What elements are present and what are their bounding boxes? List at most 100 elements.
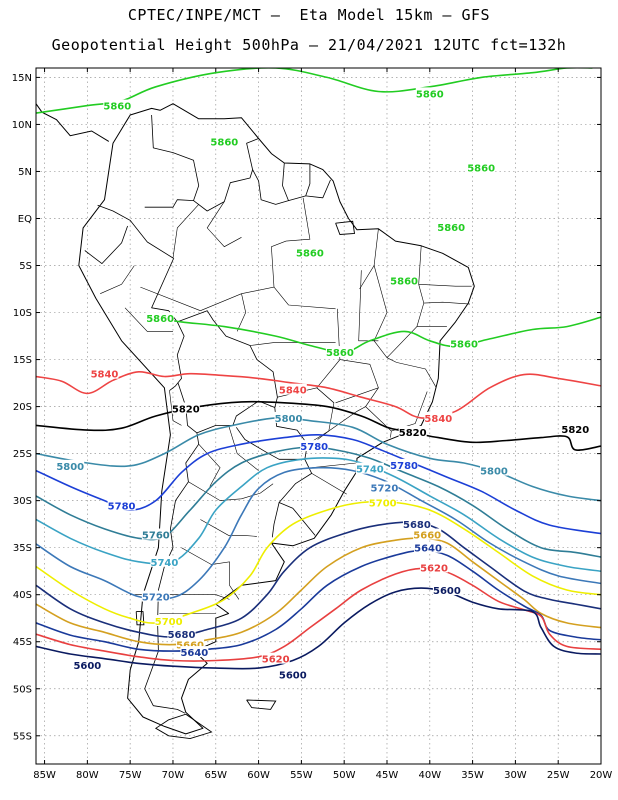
country-border xyxy=(278,459,316,536)
contour-line-5820 xyxy=(36,400,601,451)
contour-label-bg xyxy=(325,346,354,358)
state-border xyxy=(140,286,201,311)
contour-label: 5700 xyxy=(369,499,397,510)
contour-line-5740 xyxy=(36,457,601,572)
state-border xyxy=(423,301,471,305)
state-border xyxy=(124,307,173,332)
state-border xyxy=(228,425,259,471)
contour-label-bg xyxy=(210,135,239,147)
lat-tick-label: 5S xyxy=(19,261,32,272)
state-border xyxy=(365,391,428,432)
state-border xyxy=(100,265,135,294)
contour-label: 5640 xyxy=(180,648,208,659)
contour-label-bg xyxy=(414,541,443,553)
contour-line-5720 xyxy=(36,466,601,600)
lat-tick-label: 35S xyxy=(13,543,32,554)
state-border xyxy=(373,265,425,359)
state-border xyxy=(172,204,199,259)
lon-tick-label: 85W xyxy=(33,770,56,781)
contour-label: 5820 xyxy=(172,404,200,415)
contour-label: 5860 xyxy=(296,248,324,259)
country-border xyxy=(144,114,200,208)
contour-label-bg xyxy=(180,646,209,658)
lat-tick-label: 40S xyxy=(13,590,32,601)
lon-tick-label: 50W xyxy=(333,770,356,781)
contour-label-bg xyxy=(420,561,449,573)
contour-line-5800 xyxy=(36,416,601,502)
contour-label-bg xyxy=(300,440,329,452)
state-border xyxy=(359,228,379,290)
contour-label-bg xyxy=(176,638,205,650)
country-border xyxy=(282,162,311,202)
contour-label: 5600 xyxy=(433,586,461,597)
country-border xyxy=(193,169,253,212)
lon-tick-label: 80W xyxy=(76,770,99,781)
contour-label: 5860 xyxy=(416,89,444,100)
lon-tick-label: 20W xyxy=(590,770,613,781)
country-border xyxy=(246,138,259,170)
contour-label-bg xyxy=(415,87,444,99)
lon-tick-label: 35W xyxy=(461,770,484,781)
lat-tick-label: 10N xyxy=(12,120,32,131)
south-america-coastline xyxy=(78,103,475,735)
contour-label-bg xyxy=(278,383,307,395)
contour-labels: 5860 5860 5860 5860 5860 5860 5860 5860 5860 5860… xyxy=(56,87,590,682)
contour-label: 5840 xyxy=(279,386,307,397)
contour-label: 5860 xyxy=(326,348,354,359)
contour-label-bg xyxy=(150,555,179,567)
contour-label-bg xyxy=(295,246,324,258)
contour-label-bg xyxy=(146,312,175,324)
lon-tick-label: 40W xyxy=(418,770,441,781)
lat-tick-label: 30S xyxy=(13,496,32,507)
country-border xyxy=(151,257,185,391)
lat-tick-label: 25S xyxy=(13,449,32,460)
contour-label: 5720 xyxy=(370,483,398,494)
contour-label: 5600 xyxy=(279,671,307,682)
contour-label-bg xyxy=(370,481,399,493)
lat-tick-label: 10S xyxy=(13,308,32,319)
contour-label-bg xyxy=(398,425,427,437)
lon-tick-label: 60W xyxy=(247,770,270,781)
country-border xyxy=(84,225,128,265)
contour-label: 5780 xyxy=(108,501,136,512)
contour-label: 5740 xyxy=(356,465,384,476)
contour-line-5620 xyxy=(36,567,601,662)
state-border xyxy=(311,473,347,495)
state-border xyxy=(317,387,379,440)
axis-ticks: 15N 10N 5N EQ 5S 10S 15S 20S 25S 30S 35S 40S 45S 50S 5… xyxy=(12,68,613,781)
contour-label: 5800 xyxy=(480,467,508,478)
contour-label-bg xyxy=(390,274,419,286)
lat-tick-label: 55S xyxy=(13,731,32,742)
chart-title-line-1: CPTEC/INPE/MCT – Eta Model 15km – GFS xyxy=(127,6,491,24)
contour-label: 5780 xyxy=(300,442,328,453)
lon-tick-label: 30W xyxy=(504,770,527,781)
state-border xyxy=(200,286,336,311)
lon-tick-label: 45W xyxy=(376,770,399,781)
island-outline xyxy=(154,713,213,740)
state-border xyxy=(271,197,311,288)
lon-tick-label: 65W xyxy=(204,770,227,781)
country-border xyxy=(177,310,278,408)
state-border xyxy=(418,245,425,304)
contour-label-bg xyxy=(450,337,479,349)
contour-label: 5740 xyxy=(150,558,178,569)
contour-label-bg xyxy=(278,668,307,680)
country-border xyxy=(271,502,280,538)
contour-label-bg xyxy=(171,402,200,414)
contour-label: 5820 xyxy=(561,425,589,436)
state-border xyxy=(418,284,472,287)
contour-line-5860 xyxy=(155,316,601,353)
contour-label: 5680 xyxy=(403,520,431,531)
gridlines xyxy=(36,68,602,764)
central-america-coastline xyxy=(36,103,110,142)
lat-tick-label: EQ xyxy=(18,214,32,225)
contour-line-5840 xyxy=(36,370,601,419)
contour-label: 5620 xyxy=(262,655,290,666)
state-border xyxy=(206,201,242,248)
contour-label: 5660 xyxy=(176,641,204,652)
contour-line-5680 xyxy=(36,521,601,638)
contour-label: 5860 xyxy=(146,314,174,325)
contour-label: 5860 xyxy=(467,164,495,175)
contour-label: 5660 xyxy=(413,531,441,542)
